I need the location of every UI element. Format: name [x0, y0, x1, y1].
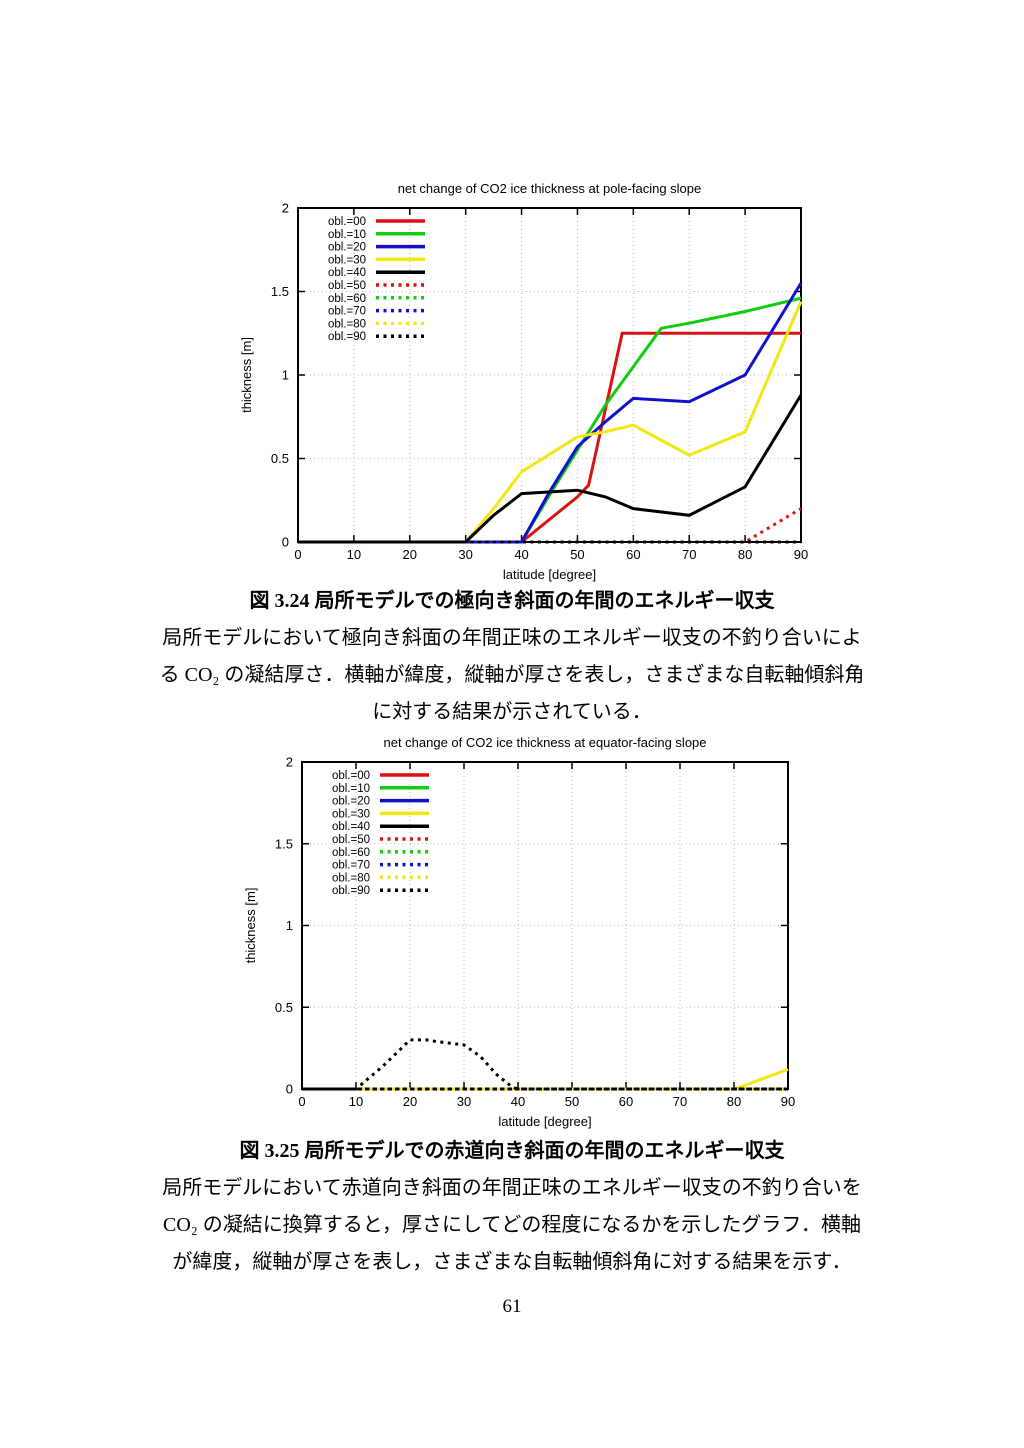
figure-2-caption-title: 図 3.25 局所モデルでの赤道向き斜面の年間のエネルギー収支	[239, 1140, 785, 1162]
y-axis-label: thickness [m]	[243, 888, 258, 964]
legend-label-obl-30: obl.=30	[332, 808, 370, 820]
y-tick-label: 2	[286, 755, 293, 770]
x-tick-label: 40	[511, 1094, 525, 1109]
legend-label-obl-60: obl.=60	[332, 847, 370, 859]
x-tick-label: 80	[727, 1094, 741, 1109]
y-tick-label: 1	[286, 918, 293, 933]
figure-1-caption-body: 局所モデルにおいて極向き斜面の年間正味のエネルギー収支の不釣り合いによる CO₂…	[0, 620, 1024, 731]
series-line-obl-40	[298, 394, 803, 544]
x-tick-label: 90	[781, 1094, 795, 1109]
x-tick-label: 60	[619, 1094, 633, 1109]
legend-label-obl-70: obl.=70	[332, 860, 370, 872]
figure-1-caption: 図 3.24 局所モデルでの極向き斜面の年間のエネルギー収支 局所モデルにおいて…	[0, 586, 1024, 731]
x-tick-label: 30	[458, 547, 472, 562]
legend-label-obl-60: obl.=60	[328, 293, 366, 305]
chart-title: net change of CO2 ice thickness at equat…	[383, 735, 706, 750]
legend-label-obl-00: obl.=00	[328, 216, 366, 228]
legend-label-obl-00: obl.=00	[332, 770, 370, 782]
x-axis-label: latitude [degree]	[503, 567, 596, 582]
series-line-obl-30	[302, 1067, 789, 1091]
caption-line-2: CO₂ の凝結に換算すると，厚さにしてどの程度になるかを示したグラフ．横軸	[163, 1214, 861, 1236]
equator-facing-slope-chart: 0 10 20 30 40 50 60 70 80 90 0 0.5 1 1.5 2 net change o…	[243, 735, 795, 1129]
legend-label-obl-30: obl.=30	[328, 254, 366, 266]
figure-2-caption-body: 局所モデルにおいて赤道向き斜面の年間正味のエネルギー収支の不釣り合いを CO₂ の…	[0, 1170, 1024, 1281]
legend-label-obl-50: obl.=50	[332, 834, 370, 846]
legend-label-obl-20: obl.=20	[328, 242, 366, 254]
x-tick-label: 40	[514, 547, 528, 562]
y-tick-label: 2	[282, 201, 289, 216]
x-tick-label: 10	[349, 1094, 363, 1109]
y-tick-label: 0.5	[275, 1000, 293, 1015]
x-tick-label: 90	[794, 547, 808, 562]
series-line-obl-90	[302, 1038, 788, 1091]
x-axis-label: latitude [degree]	[498, 1114, 591, 1129]
x-tick-label: 30	[457, 1094, 471, 1109]
legend-label-obl-10: obl.=10	[332, 783, 370, 795]
series-line-obl-30	[298, 300, 803, 544]
chart-title: net change of CO2 ice thickness at pole-…	[398, 181, 702, 196]
legend-label-obl-50: obl.=50	[328, 280, 366, 292]
x-tick-label: 20	[403, 547, 417, 562]
x-tick-label: 50	[565, 1094, 579, 1109]
y-tick-label: 0	[282, 535, 289, 550]
legend-label-obl-20: obl.=20	[332, 796, 370, 808]
legend-label-obl-90: obl.=90	[332, 885, 370, 897]
x-tick-label: 0	[294, 547, 301, 562]
x-tick-label: 10	[347, 547, 361, 562]
x-tick-label: 50	[570, 547, 584, 562]
series-line-obl-00	[298, 331, 801, 544]
caption-line-3: に対する結果が示されている．	[372, 701, 652, 723]
series-line-obl-20	[298, 282, 803, 544]
y-tick-label: 0.5	[271, 451, 289, 466]
page-number: 61	[502, 1296, 522, 1317]
y-tick-label: 0	[286, 1082, 293, 1097]
x-tick-label: 20	[403, 1094, 417, 1109]
figure-1-caption-title: 図 3.24 局所モデルでの極向き斜面の年間のエネルギー収支	[249, 590, 775, 612]
figure-2-caption: 図 3.25 局所モデルでの赤道向き斜面の年間のエネルギー収支 局所モデルにおい…	[0, 1136, 1024, 1281]
y-tick-label: 1	[282, 368, 289, 383]
caption-line-1: 局所モデルにおいて赤道向き斜面の年間正味のエネルギー収支の不釣り合いを	[162, 1177, 862, 1199]
x-tick-label: 60	[626, 547, 640, 562]
pole-facing-slope-chart: 0 10 20 30 40 50 60 70 80 90 0 0.5 1 1.5 2 net change o…	[239, 181, 808, 582]
legend-label-obl-40: obl.=40	[332, 821, 370, 833]
legend-label-obl-40: obl.=40	[328, 267, 366, 279]
y-tick-label: 1.5	[271, 284, 289, 299]
caption-line-3: が緯度，縦軸が厚さを表し，さまざまな自転軸傾斜角に対する結果を示す．	[172, 1251, 852, 1273]
caption-line-1: 局所モデルにおいて極向き斜面の年間正味のエネルギー収支の不釣り合いによ	[162, 627, 862, 649]
caption-line-2: る CO₂ の凝結厚さ．横軸が緯度，縦軸が厚さを表し，さまざまな自転軸傾斜角	[159, 664, 865, 686]
legend-label-obl-70: obl.=70	[328, 306, 366, 318]
x-tick-label: 80	[738, 547, 752, 562]
legend-label-obl-90: obl.=90	[328, 331, 366, 343]
legend-label-obl-10: obl.=10	[328, 229, 366, 241]
legend-label-obl-80: obl.=80	[328, 318, 366, 330]
y-axis-label: thickness [m]	[239, 337, 254, 413]
legend-label-obl-80: obl.=80	[332, 872, 370, 884]
y-tick-label: 1.5	[275, 836, 293, 851]
series-line-obl-50	[298, 507, 802, 544]
x-tick-label: 70	[682, 547, 696, 562]
x-tick-label: 70	[673, 1094, 687, 1109]
plot-border	[297, 207, 802, 543]
x-tick-label: 0	[298, 1094, 305, 1109]
